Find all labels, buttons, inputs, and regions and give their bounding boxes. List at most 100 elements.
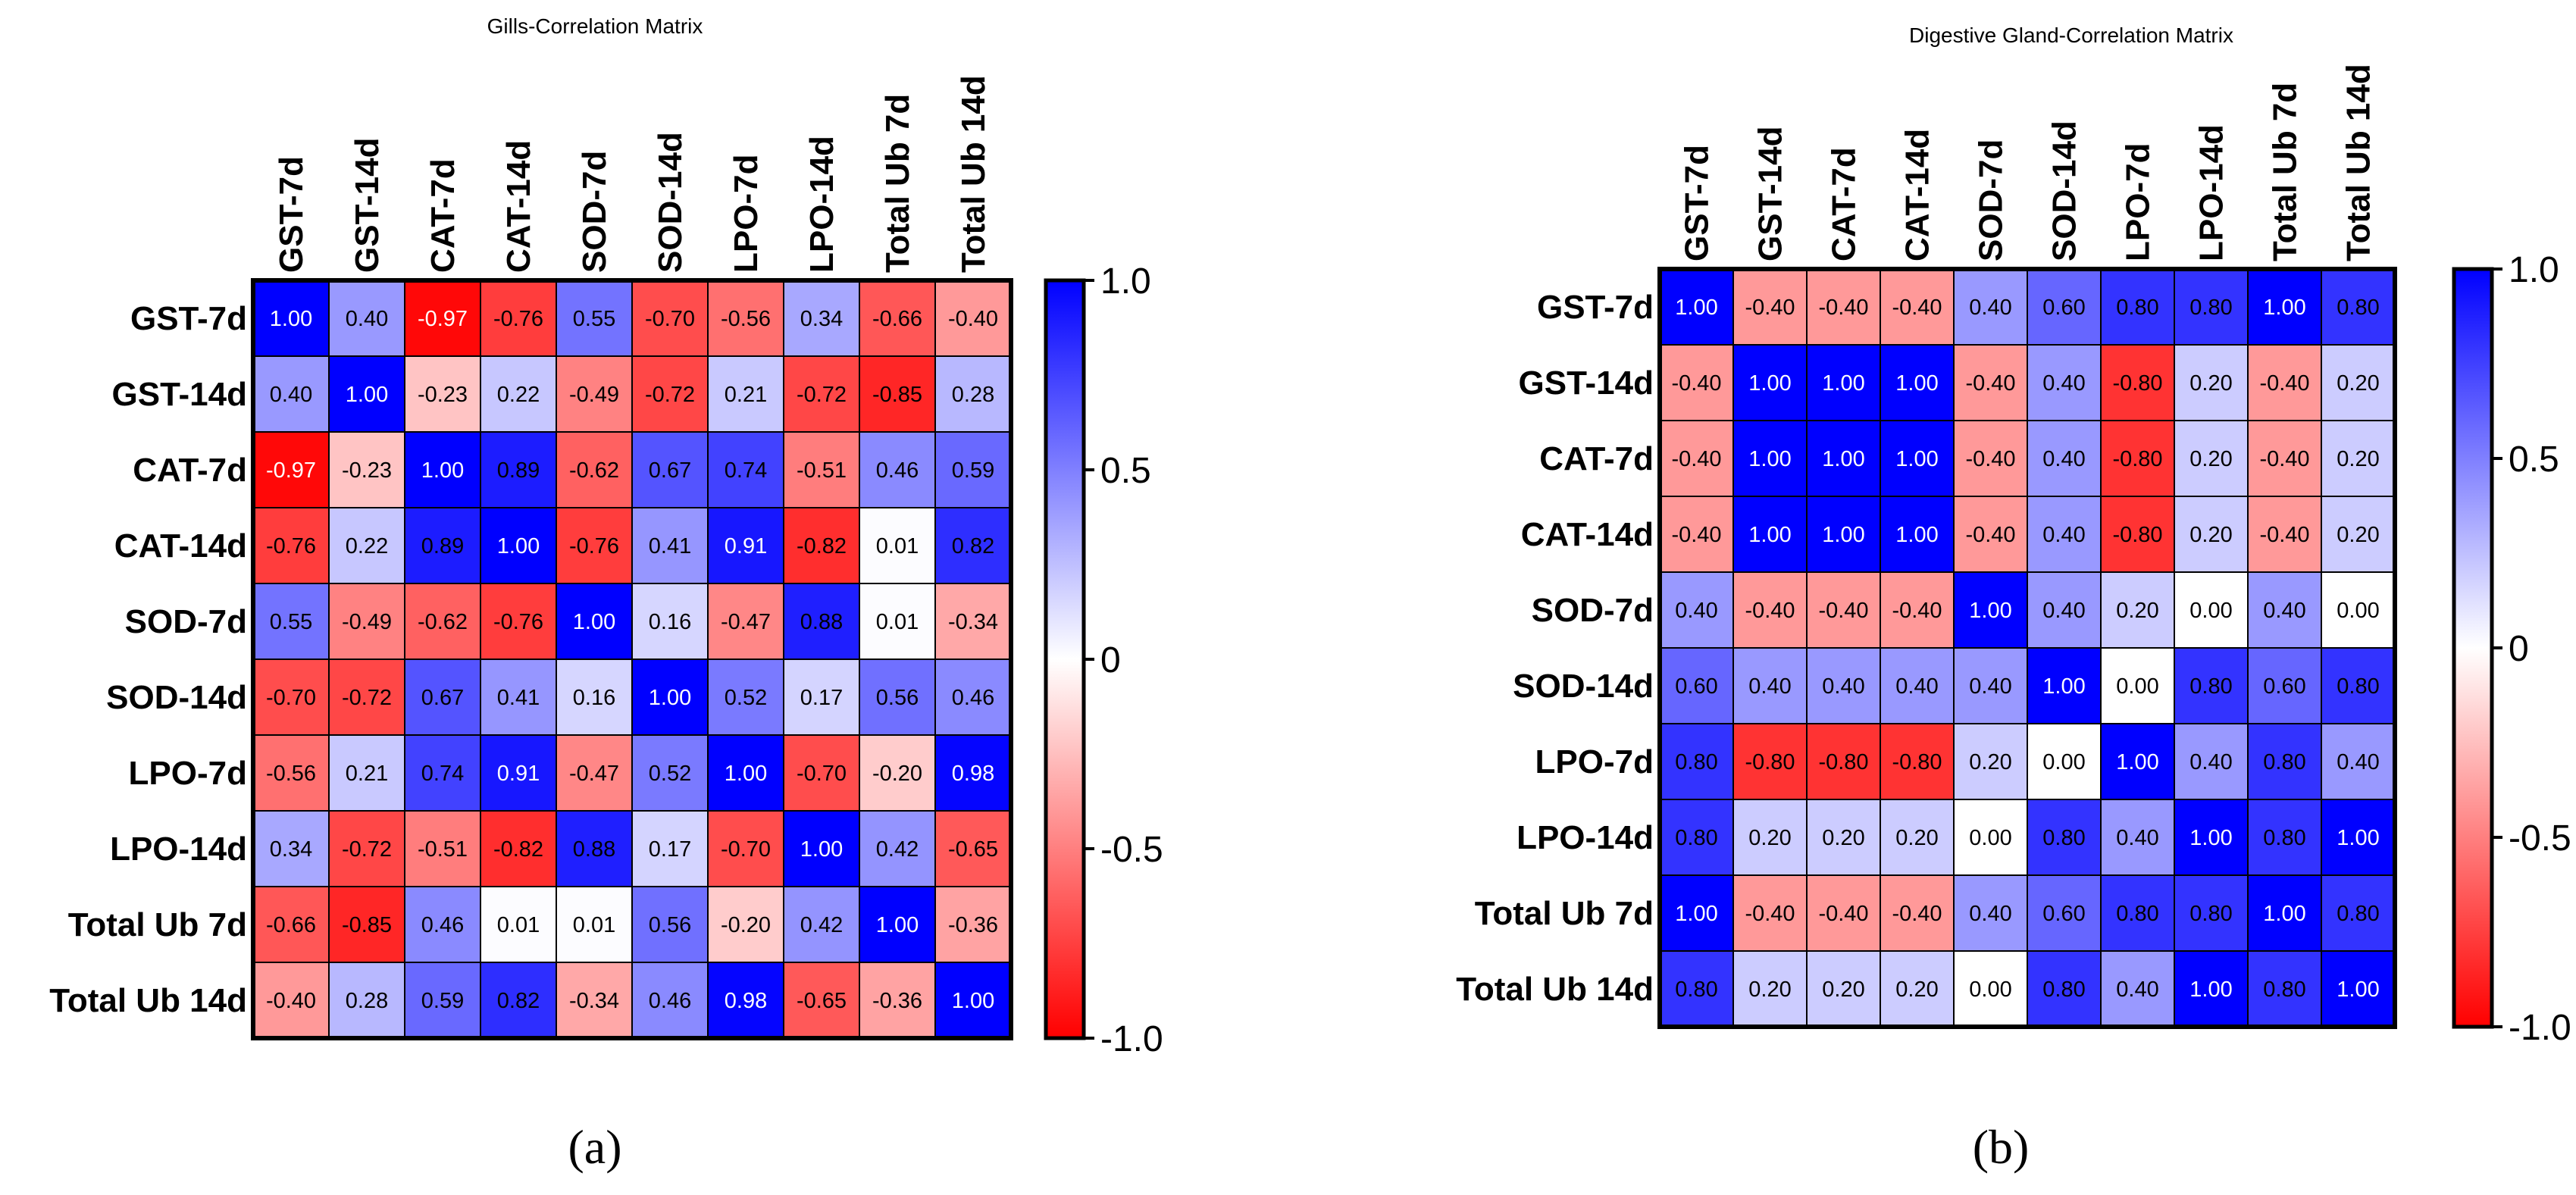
- row-label: SOD-7d: [1532, 592, 1654, 629]
- cell-value-label: 0.34: [800, 307, 843, 331]
- cell-value-label: 0.55: [270, 610, 312, 634]
- cell-value-label: 1.00: [573, 610, 615, 634]
- cell-value-label: 1.00: [876, 913, 919, 937]
- cell-value-label: 0.01: [497, 913, 540, 937]
- cell-value-label: 0.40: [2263, 599, 2305, 623]
- cell-value-label: 0.42: [800, 913, 843, 937]
- cell-value-label: -0.80: [2112, 447, 2162, 471]
- heatmap-cell: [859, 886, 936, 963]
- cell-value-label: -0.65: [948, 837, 998, 862]
- column-label: SOD-7d: [1973, 139, 2010, 261]
- heatmap-cell: [934, 355, 1012, 433]
- heatmap-cell: [2247, 571, 2322, 649]
- heatmap-cell: [1880, 950, 1955, 1028]
- heatmap-cell: [252, 734, 330, 812]
- heatmap-cell: [2321, 571, 2396, 649]
- cell-value-label: 0.89: [497, 458, 540, 483]
- heatmap-cell: [2174, 647, 2249, 724]
- heatmap-cell: [2027, 496, 2102, 573]
- cell-value-label: 0.80: [1675, 826, 1717, 850]
- heatmap-cell: [707, 886, 784, 963]
- column-labels-digestive-gland: GST-7d GST-14d CAT-7d CAT-14d SOD-7d SOD-14d L…: [1679, 64, 2377, 261]
- cell-value-label: 1.00: [2263, 296, 2305, 320]
- cell-value-label: -0.56: [266, 762, 316, 786]
- colorbar-tick-label: 0.5: [2509, 440, 2559, 480]
- cell-value-label: -0.40: [2259, 447, 2309, 471]
- colorbar-gradient: [1044, 278, 1086, 1040]
- heatmap-cell: [252, 431, 330, 508]
- colorbar-tick-label: -0.5: [2509, 818, 2571, 859]
- heatmap-cell: [1880, 420, 1955, 497]
- cell-value-label: -0.34: [948, 610, 998, 634]
- heatmap-cell: [859, 507, 936, 584]
- cell-value-label: 0.82: [497, 989, 540, 1013]
- heatmap-cell: [252, 280, 330, 357]
- heatmap-cell: [2321, 874, 2396, 952]
- cell-value-label: -0.34: [569, 989, 619, 1013]
- cell-value-label: -0.40: [1818, 902, 1868, 926]
- heatmap-cell: [480, 734, 557, 812]
- column-label: CAT-7d: [1826, 147, 1863, 261]
- cell-value-label: 0.22: [497, 383, 540, 407]
- heatmap-grid-digestive-gland: 1.00 -0.40 -0.40 -0.40 0.40 0.60 0.80 0.80 1.00 0…: [1657, 267, 2397, 1029]
- colorbar-tick-label: 1.0: [1100, 261, 1151, 302]
- heatmap-cell: [783, 431, 860, 508]
- cell-value-label: 0.00: [2042, 750, 2085, 774]
- heatmap-cell: [707, 810, 784, 887]
- cell-value-label: 0.00: [2189, 599, 2232, 623]
- heatmap-cell: [2247, 647, 2322, 724]
- cell-value-label: 0.41: [497, 686, 540, 710]
- heatmap-cell: [631, 355, 709, 433]
- cell-value-label: 0.91: [725, 534, 767, 558]
- row-label: CAT-7d: [1539, 440, 1654, 477]
- cell-value-label: 0.40: [2042, 447, 2085, 471]
- cell-value-label: 1.00: [1748, 371, 1791, 396]
- heatmap-cell: [631, 659, 709, 736]
- heatmap-gills: Gills-Correlation Matrix 1.00 0.40 -0.97 -0…: [49, 14, 1163, 1174]
- heatmap-cell: [1732, 268, 1808, 346]
- heatmap-cell: [252, 659, 330, 736]
- heatmap-cell: [934, 583, 1012, 660]
- cell-value-label: 0.20: [2337, 371, 2379, 396]
- cell-value-label: -0.76: [569, 534, 619, 558]
- cell-value-label: -0.51: [797, 458, 847, 483]
- heatmap-cell: [328, 280, 405, 357]
- cell-value-label: -0.80: [1745, 750, 1795, 774]
- heatmap-cell: [1732, 571, 1808, 649]
- heatmap-cell: [859, 659, 936, 736]
- cell-value-label: -0.80: [2112, 523, 2162, 547]
- heatmap-cell: [2027, 874, 2102, 952]
- heatmap-digestive-gland: Digestive Gland-Correlation Matrix 1.00-…: [1456, 23, 2571, 1174]
- column-label: LPO-7d: [2120, 143, 2157, 261]
- column-label: LPO-7d: [728, 155, 765, 273]
- cell-value-label: 0.74: [725, 458, 767, 483]
- heatmap-cell: [631, 507, 709, 584]
- cell-value-label: -0.40: [1745, 902, 1795, 926]
- heatmap-border: [251, 278, 1013, 1040]
- cell-value-label: 0.80: [2116, 296, 2158, 320]
- cell-value-label: 0.40: [1822, 674, 1864, 699]
- heatmap-cell: [2100, 571, 2175, 649]
- cell-value-label: 0.60: [2263, 674, 2305, 699]
- row-label: CAT-14d: [114, 527, 247, 565]
- cell-value-label: 1.00: [1969, 599, 2011, 623]
- heatmap-cell: [556, 659, 633, 736]
- cell-value-label: 0.59: [421, 989, 464, 1013]
- heatmap-cell: [1806, 420, 1881, 497]
- heatmap-cell: [480, 810, 557, 887]
- colorbar-gills: 1.0 0.5 0 -0.5 -1.0: [1044, 261, 1163, 1059]
- cell-value-label: 0.98: [952, 762, 994, 786]
- row-label: LPO-14d: [110, 831, 247, 868]
- heatmap-cell: [631, 280, 709, 357]
- cell-value-label: 0.40: [1895, 674, 1938, 699]
- heatmap-cell: [1659, 420, 1734, 497]
- cell-value-label: -0.23: [342, 458, 392, 483]
- cell-value-label: 0.80: [1675, 750, 1717, 774]
- heatmap-cell: [2174, 799, 2249, 876]
- cell-value-label: -0.76: [266, 534, 316, 558]
- column-label: GST-14d: [349, 138, 386, 274]
- heatmap-cell: [2247, 874, 2322, 952]
- colorbar-tick-label: 0: [1100, 640, 1121, 680]
- cell-value-label: 1.00: [346, 383, 388, 407]
- heatmap-cell: [252, 507, 330, 584]
